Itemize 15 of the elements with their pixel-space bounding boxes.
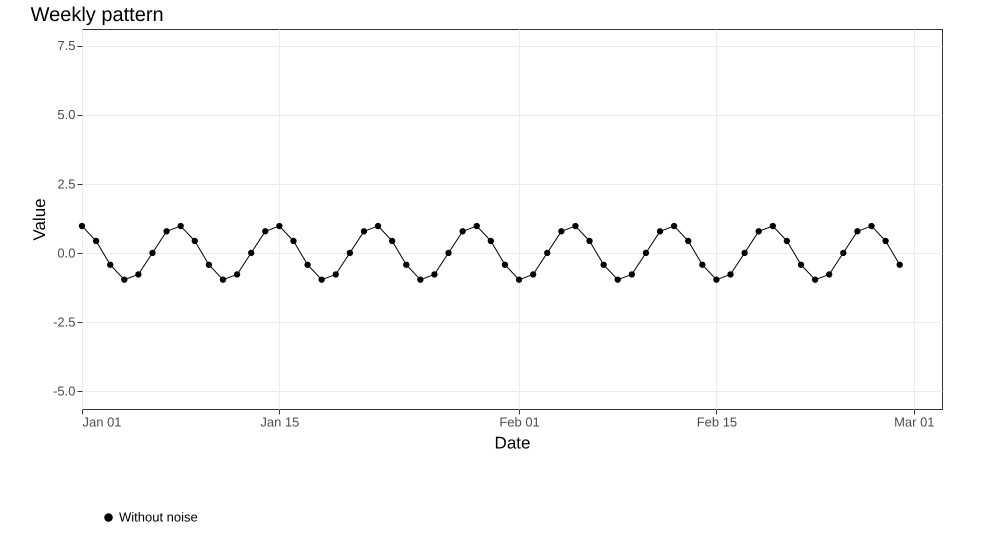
y-tick-label: 7.5 [57,38,76,54]
x-tick-label: Mar 01 [894,414,935,430]
y-tick-label: -2.5 [53,314,76,330]
legend-label: Without noise [119,510,198,524]
x-tick-label: Jan 15 [260,414,300,430]
y-tick-label: -5.0 [53,384,76,399]
x-tick-label: Jan 01 [82,414,122,430]
x-tick-label: Feb 15 [696,414,738,430]
y-axis-title: Value [30,198,50,241]
y-tick-label: 5.0 [57,107,76,122]
x-tick-label: Feb 01 [499,414,540,430]
chart-title: Weekly pattern [30,4,164,26]
y-tick-label: 0.0 [57,245,76,260]
y-tick-label: 2.5 [57,176,76,192]
x-axis-title: Date [494,434,530,452]
